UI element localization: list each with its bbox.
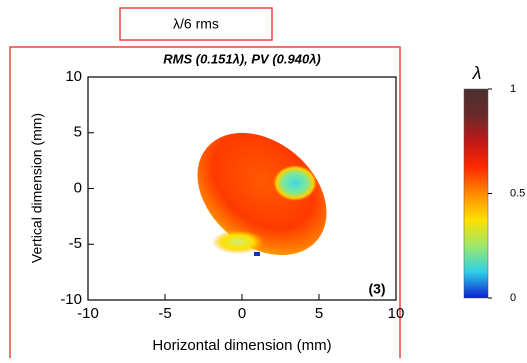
colorbar-tick-label: 0 — [510, 292, 516, 304]
colorbar-tick-label: 1 — [510, 83, 516, 95]
x-tick-label: 10 — [388, 305, 405, 322]
y-tick-label: 5 — [74, 124, 82, 141]
wavefront-map — [197, 132, 327, 256]
y-tick-label: 0 — [74, 179, 82, 196]
colorbar — [463, 88, 489, 299]
header-box — [119, 7, 273, 41]
x-tick-label: -10 — [77, 305, 99, 322]
y-tick-label: 10 — [65, 68, 82, 85]
chart-title: RMS (0.151λ), PV (0.940λ) — [163, 51, 321, 66]
y-axis-label: Vertical dimension (mm) — [29, 113, 45, 263]
annotation: (3) — [368, 281, 385, 297]
plot-box — [9, 46, 401, 363]
y-tick-label: -10 — [60, 291, 82, 308]
header: λ/6 rms — [173, 16, 219, 32]
wavefront-min — [254, 252, 260, 256]
wavefront-low — [212, 230, 264, 254]
wavefront-blob — [197, 132, 327, 256]
x-tick-label: 0 — [238, 305, 246, 322]
colorbar-tick-label: 0.5 — [510, 187, 525, 199]
x-tick-label: -5 — [158, 305, 171, 322]
colorbar-label: λ — [472, 63, 482, 83]
wavefront-spot — [273, 165, 317, 201]
x-tick-label: 5 — [315, 305, 323, 322]
y-tick-label: -5 — [69, 235, 82, 252]
x-axis-label: Horizontal dimension (mm) — [152, 337, 331, 354]
